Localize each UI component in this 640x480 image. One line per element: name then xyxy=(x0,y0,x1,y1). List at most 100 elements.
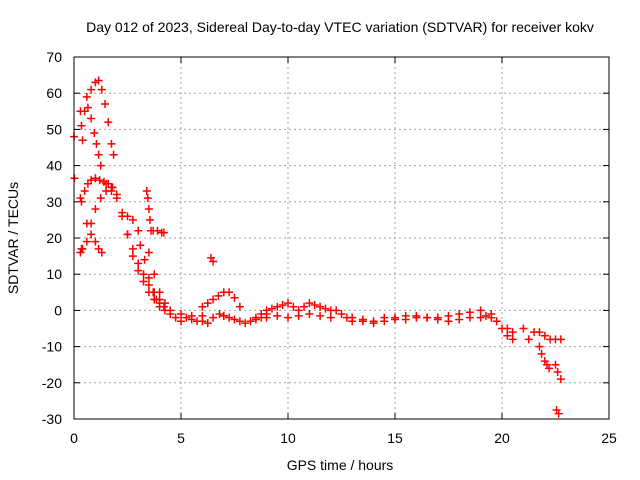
data-point xyxy=(358,315,367,324)
data-point xyxy=(553,367,562,376)
data-point xyxy=(77,197,86,206)
data-point xyxy=(112,190,121,199)
data-point xyxy=(155,288,164,297)
x-tick-label: 15 xyxy=(387,430,403,446)
data-point xyxy=(369,317,378,326)
data-point xyxy=(535,328,544,337)
data-point xyxy=(139,270,148,279)
data-point xyxy=(94,76,103,85)
data-point xyxy=(278,300,287,309)
data-point xyxy=(128,244,137,253)
chart-title: Day 012 of 2023, Sidereal Day-to-day VTE… xyxy=(86,19,594,35)
data-point xyxy=(80,186,89,195)
data-point xyxy=(273,311,282,320)
data-point xyxy=(284,313,292,322)
data-point xyxy=(91,174,100,183)
data-point xyxy=(77,121,86,130)
data-point xyxy=(144,248,153,257)
data-point xyxy=(537,349,546,358)
data-point xyxy=(551,360,560,369)
data-point xyxy=(91,205,100,214)
data-point xyxy=(95,176,104,185)
data-point xyxy=(101,100,110,109)
data-point xyxy=(209,313,218,322)
data-point xyxy=(203,319,212,328)
data-point xyxy=(97,85,106,94)
data-point xyxy=(246,317,255,326)
tick-labels: 0 5 10 15 20 25 -30 -20 -10 0 10 20 30 40 50 60 70 xyxy=(42,49,617,446)
data-point xyxy=(305,299,314,308)
x-tick-label: 25 xyxy=(601,430,617,446)
data-point xyxy=(412,311,421,320)
data-point xyxy=(508,328,517,337)
x-tick-label: 0 xyxy=(70,430,78,446)
data-point xyxy=(316,302,325,311)
data-point xyxy=(97,248,106,257)
x-tick-label: 20 xyxy=(494,430,510,446)
data-point xyxy=(380,313,389,322)
data-point xyxy=(128,252,137,261)
data-point xyxy=(503,331,512,340)
series-arc-26 xyxy=(551,360,565,384)
data-point xyxy=(177,310,185,319)
data-point xyxy=(289,302,298,311)
data-point xyxy=(118,208,127,217)
y-tick-label: 30 xyxy=(46,194,62,210)
data-point xyxy=(76,194,85,203)
data-point xyxy=(142,186,151,195)
x-tick-label: 10 xyxy=(280,430,296,446)
y-tick-label: 70 xyxy=(46,49,62,65)
data-point xyxy=(128,215,137,224)
data-point xyxy=(144,205,153,214)
y-tick-label: 0 xyxy=(54,302,62,318)
data-point xyxy=(187,315,196,324)
data-point xyxy=(465,313,474,322)
data-point xyxy=(481,311,490,320)
data-point xyxy=(104,118,113,127)
data-point xyxy=(401,311,410,320)
data-point xyxy=(267,304,276,313)
data-point xyxy=(455,315,464,324)
data-points xyxy=(70,76,565,418)
data-point xyxy=(91,237,100,246)
data-point xyxy=(107,139,116,148)
data-point xyxy=(87,114,96,123)
series-arc-16 xyxy=(215,310,271,328)
data-point xyxy=(134,259,143,268)
y-tick-label: -20 xyxy=(42,375,62,391)
data-point xyxy=(225,313,234,322)
data-point xyxy=(160,299,169,308)
series-arc-23 xyxy=(503,324,528,337)
y-tick-label: 60 xyxy=(46,85,62,101)
data-point xyxy=(284,299,292,308)
data-point xyxy=(316,311,325,320)
series-arc-21 xyxy=(444,311,490,326)
data-point xyxy=(391,313,399,322)
data-point xyxy=(273,302,282,311)
data-point xyxy=(143,194,152,203)
data-point xyxy=(503,324,512,333)
data-point xyxy=(177,317,185,326)
series-arc-13 xyxy=(166,310,212,328)
y-tick-label: 20 xyxy=(46,230,62,246)
data-point xyxy=(153,226,162,235)
series-arc-5 xyxy=(80,103,105,170)
data-point xyxy=(109,150,118,159)
data-point xyxy=(144,273,153,282)
series-arc-7 xyxy=(82,219,106,257)
data-point xyxy=(519,324,528,333)
data-point xyxy=(476,313,485,322)
data-point xyxy=(215,310,224,319)
y-tick-label: -10 xyxy=(42,339,62,355)
data-point xyxy=(198,317,207,326)
data-point xyxy=(107,183,116,192)
data-point xyxy=(209,295,218,304)
series-arc-18 xyxy=(262,310,335,322)
series-arc-15 xyxy=(206,253,218,266)
data-point xyxy=(82,237,91,246)
data-point xyxy=(540,331,549,340)
data-point xyxy=(235,317,244,326)
series-arc-4 xyxy=(82,76,118,159)
data-point xyxy=(476,306,485,315)
